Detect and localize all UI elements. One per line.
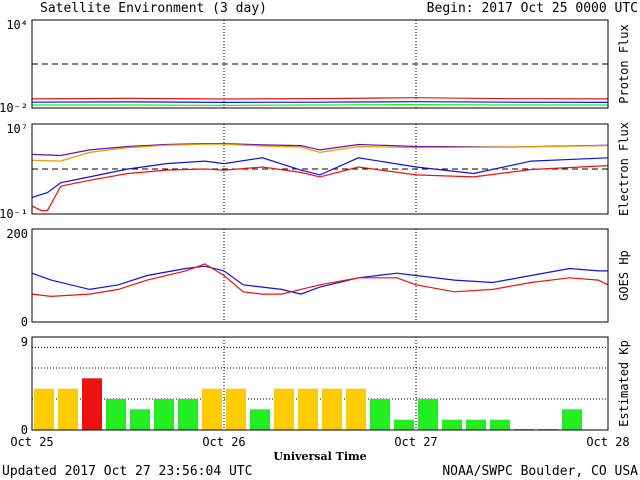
kp-bar: [202, 388, 222, 430]
kp-bar: [466, 419, 486, 430]
y-axis-label: Estimated Kp: [617, 340, 631, 427]
x-tick-oct27: Oct 27: [394, 435, 437, 449]
panel-4: 9 0 Estimated Kp: [21, 335, 631, 437]
x-axis-label: Universal Time: [273, 450, 366, 463]
kp-bar: [226, 388, 246, 430]
kp-bar: [322, 388, 342, 430]
kp-bar: [274, 388, 294, 430]
y-tick-label-bottom: 10⁻²: [0, 101, 28, 115]
kp-bar: [106, 399, 126, 430]
panel-frame: [31, 19, 609, 109]
kp-bar: [178, 399, 198, 430]
series-line-purple: [31, 143, 609, 157]
updated-timestamp: Updated 2017 Oct 27 23:56:04 UTC: [2, 464, 252, 479]
y-axis-label: Proton Flux: [617, 24, 631, 103]
kp-bar: [346, 388, 366, 430]
panel-frame: [31, 123, 609, 215]
kp-bar: [442, 419, 462, 430]
y-tick-label-top: 9: [21, 335, 28, 349]
panel-1: 10⁴ 10⁻² Proton Flux: [0, 18, 631, 115]
chart-title: Satellite Environment (3 day): [40, 1, 267, 16]
y-tick-label-top: 10⁴: [6, 18, 28, 32]
kp-bar: [394, 419, 414, 430]
series-line-green: [32, 103, 608, 107]
series-line-orange: [31, 143, 609, 162]
kp-bar: [130, 409, 150, 430]
kp-bar: [82, 378, 102, 430]
panel-2: 10⁷ 10⁻¹ Electron Flux: [0, 122, 631, 221]
kp-bar: [250, 409, 270, 430]
series-line-red: [31, 97, 609, 100]
begin-time: Begin: 2017 Oct 25 0000 UTC: [427, 1, 638, 16]
series-line-red: [31, 263, 609, 298]
x-tick-oct26: Oct 26: [202, 435, 245, 449]
y-tick-label-bottom: 0: [21, 423, 28, 437]
kp-bar: [562, 409, 582, 430]
y-tick-label-bottom: 0: [21, 315, 28, 329]
credit-text: NOAA/SWPC Boulder, CO USA: [442, 464, 638, 479]
kp-bar: [34, 388, 54, 430]
y-tick-label-bottom: 10⁻¹: [0, 207, 28, 221]
y-axis-label: Electron Flux: [617, 122, 631, 216]
x-tick-oct28: Oct 28: [586, 435, 629, 449]
x-tick-oct25: Oct 25: [10, 435, 53, 449]
series-line-red: [31, 165, 609, 212]
kp-bar: [298, 388, 318, 430]
y-tick-label-top: 10⁷: [6, 122, 28, 136]
kp-bar: [58, 388, 78, 430]
y-tick-label-top: 200: [6, 227, 28, 241]
panel-frame: [31, 336, 609, 431]
kp-bar: [370, 399, 390, 430]
chart-panels: 10⁴ 10⁻² Proton Flux 10⁷ 10⁻¹ Electron Flux 20…: [0, 18, 631, 437]
panel-frame: [31, 228, 609, 323]
series-line-blue: [31, 101, 609, 104]
kp-bar: [154, 399, 174, 430]
kp-bar: [490, 419, 510, 430]
kp-bar: [418, 399, 438, 430]
series-line-blue: [31, 157, 609, 198]
y-axis-label: GOES Hp: [617, 250, 631, 301]
panel-3: 200 0 GOES Hp: [6, 227, 631, 329]
